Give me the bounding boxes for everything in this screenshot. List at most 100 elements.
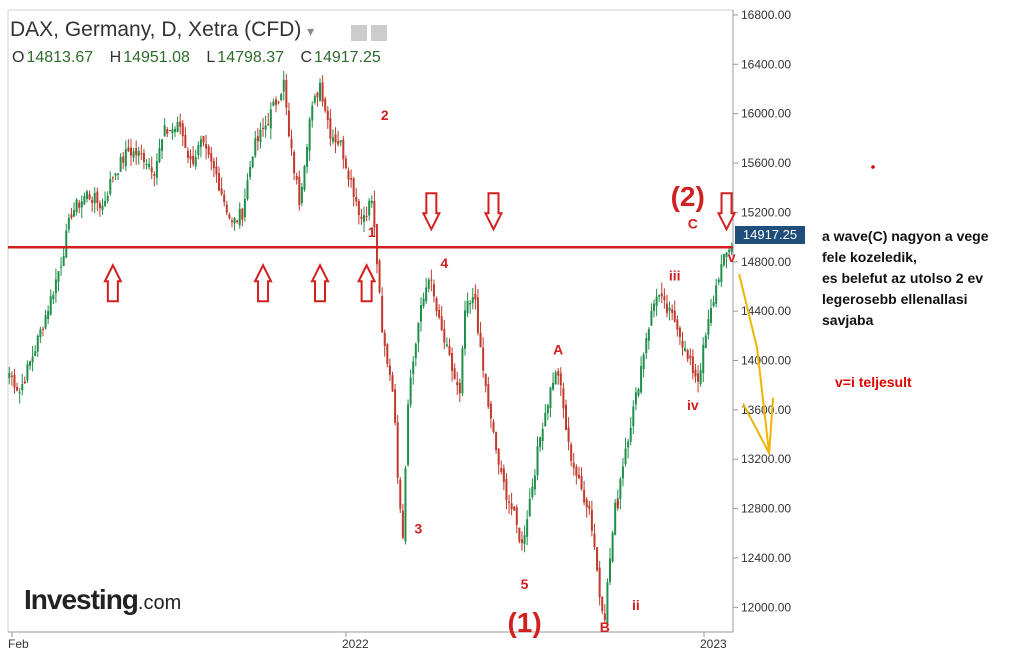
candle-body [642,354,645,370]
candle-body [176,122,179,132]
candle-body [179,121,182,127]
wave-label: C [688,215,698,231]
wave-label: iii [669,267,681,283]
candle-body [593,533,596,548]
candle-body [70,214,73,219]
y-tick-label: 14800.00 [741,255,791,269]
candle-body [106,195,109,202]
candle-body [730,247,733,252]
y-tick-label: 13200.00 [741,452,791,466]
candle-body [124,149,127,167]
candle-body [287,110,290,136]
candle-body [168,130,171,132]
candle-body [572,462,575,468]
candle-body [715,285,718,304]
candle-body [606,582,609,624]
up-arrow-icon [356,263,377,303]
candle-body [67,217,70,230]
wave-label: A [553,341,563,357]
candle-body [267,123,270,126]
candle-body [650,310,653,326]
candle-body [567,427,570,442]
candle-body [655,296,658,306]
note-line-1: a wave(C) nagyon a vege [822,228,989,244]
candle-body [10,375,13,377]
candle-body [686,349,689,360]
note-line-3: es belefut az utolso 2 ev [822,270,984,286]
y-tick-label: 12000.00 [741,600,791,614]
up-arrow-icon [310,263,330,303]
candle-body [419,305,422,322]
candle-body [412,361,415,374]
candle-body [681,340,684,348]
close-label: C [300,49,313,66]
y-tick-label: 14400.00 [741,304,791,318]
candle-body [163,125,166,137]
candle-body [319,82,322,101]
candle-body [583,489,586,503]
candle-body [616,499,619,505]
candle-body [306,146,309,167]
wave-label: ii [632,597,640,613]
candle-body [326,110,329,121]
candle-body [140,153,143,155]
candle-body [212,160,215,169]
candle-body [624,448,627,464]
candle-body [712,302,715,307]
candle-body [562,388,565,409]
candle-body [404,468,407,542]
candle-body [274,99,277,105]
candle-body [259,129,262,143]
eye-icon[interactable] [351,24,367,41]
candle-body [497,448,500,465]
candle-body [101,205,104,210]
candle-body [285,79,288,108]
candle-body [300,186,303,204]
candle-body [549,387,552,409]
candle-body [262,127,265,129]
candle-body [399,479,402,509]
candle-body [344,158,347,168]
down-arrow-icon [421,192,441,232]
candle-body [510,503,513,510]
candle-body [280,94,283,100]
wave-label: B [600,619,610,635]
analysis-note: a wave(C) nagyon a vege fele kozeledik, … [822,226,1020,331]
candle-body [52,294,55,300]
candle-body [407,404,410,465]
note-line-4: legerosebb ellenallasi [822,291,968,307]
candle-body [202,135,205,143]
candle-body [365,215,368,217]
candle-body [347,170,350,180]
candle-body [588,505,591,509]
projection-arrowhead [742,397,775,457]
candle-body [694,369,697,377]
candle-body [552,382,555,390]
candle-body [342,139,345,160]
y-tick-label: 15200.00 [741,205,791,219]
candle-body [720,264,723,283]
candle-body [339,140,342,143]
candle-body [619,479,622,499]
candle-body [634,392,637,405]
candle-body [479,332,482,348]
chevron-down-icon[interactable]: ▾ [307,23,315,39]
candle-body [36,335,39,352]
candle-body [249,166,252,178]
candle-body [492,421,495,432]
candle-body [26,364,29,381]
candle-body [461,348,464,394]
gear-icon[interactable] [371,24,387,41]
ohlc-readout: O 14813.67 H 14951.08 L 14798.37 C 14917.25 [12,49,393,67]
candle-body [210,153,213,162]
candle-body [474,293,477,300]
candle-body [132,151,135,158]
candle-body [368,200,371,216]
candle-body [166,129,169,134]
candle-body [293,151,296,174]
candle-body [184,134,187,149]
candle-body [316,92,319,98]
candle-body [137,150,140,156]
candle-body [699,370,702,384]
y-tick-label: 16400.00 [741,57,791,71]
